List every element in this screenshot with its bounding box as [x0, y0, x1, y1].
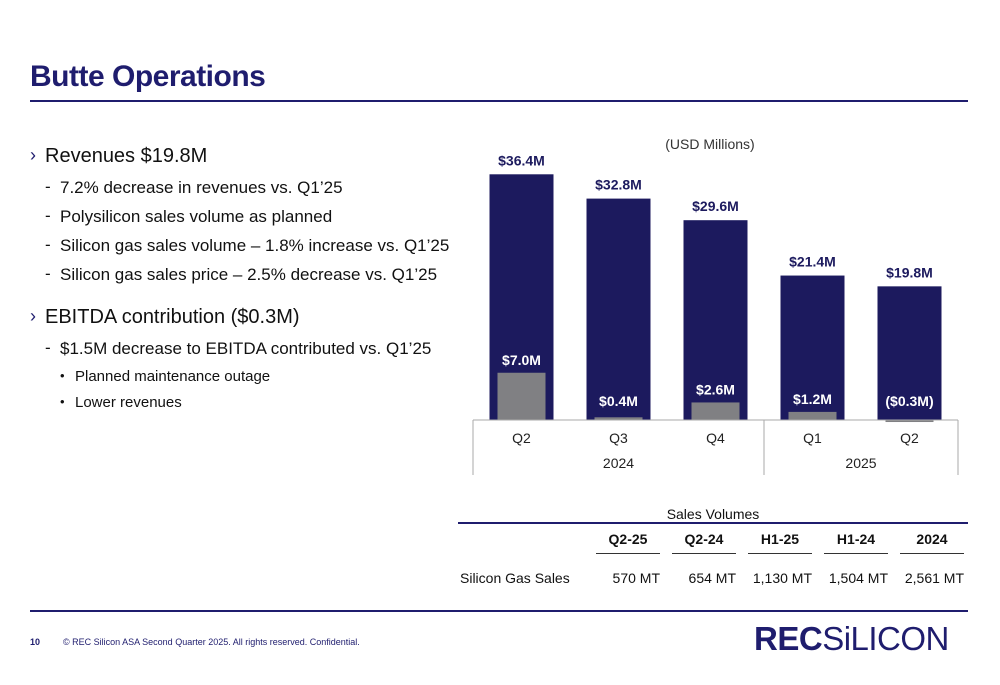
x-tick-label: Q4 — [706, 430, 725, 446]
x-tick-label: Q2 — [900, 430, 919, 446]
dot-icon: • — [60, 368, 65, 383]
sub-bullet: - Silicon gas sales price – 2.5% decrease… — [30, 265, 460, 285]
ebitda-data-label: $7.0M — [502, 352, 541, 368]
rec-silicon-logo: RECSiLICON — [754, 620, 949, 658]
sub-bullet: - Polysilicon sales volume as planned — [30, 207, 460, 227]
table-cell: 570 MT — [588, 561, 664, 586]
revenue-ebitda-chart: (USD Millions) $36.4M $7.0M Q2 $32.8M $0.4M Q3… — [458, 130, 968, 475]
revenue-data-label: $36.4M — [498, 152, 545, 168]
sub-bullet-text: 7.2% decrease in revenues vs. Q1’25 — [60, 178, 343, 197]
ebitda-data-label: $0.4M — [599, 393, 638, 409]
sub-bullet: -7.2% decrease in revenues vs. Q1’25 — [30, 178, 460, 198]
copyright-text: © REC Silicon ASA Second Quarter 2025. A… — [63, 637, 360, 647]
sub-sub-bullet: • Planned maintenance outage — [30, 368, 460, 385]
table-header-cell: 2024 — [892, 523, 968, 561]
table-header-row: Q2-25 Q2-24 H1-25 H1-24 2024 — [458, 523, 968, 561]
sub-sub-bullet: • Lower revenues — [30, 394, 460, 411]
dash-icon: - — [45, 264, 51, 284]
ebitda-bar — [789, 412, 837, 420]
table-cell: 1,504 MT — [816, 561, 892, 586]
table-header-cell: Q2-24 — [664, 523, 740, 561]
sub-sub-bullet-text: Lower revenues — [75, 394, 182, 411]
bullet-heading: EBITDA contribution ($0.3M) — [45, 306, 300, 328]
ebitda-bar — [692, 402, 740, 420]
sub-bullet: - Silicon gas sales volume – 1.8% increas… — [30, 236, 460, 256]
footer-divider — [30, 610, 968, 612]
dash-icon: - — [45, 235, 51, 255]
sub-bullet-text: Silicon gas sales volume – 1.8% increase… — [60, 236, 449, 255]
x-group-label: 2024 — [603, 455, 634, 471]
bullet-heading: Revenues $19.8M — [45, 145, 207, 167]
revenue-bar — [587, 199, 651, 420]
dash-icon: - — [45, 177, 51, 197]
table-cell: 2,561 MT — [892, 561, 968, 586]
ebitda-data-label: $2.6M — [696, 381, 735, 397]
revenue-data-label: $32.8M — [595, 177, 642, 193]
table-header-cell: Q2-25 — [588, 523, 664, 561]
revenue-data-label: $21.4M — [789, 254, 836, 270]
dash-icon: - — [45, 206, 51, 226]
bullet-list: › Revenues $19.8M -7.2% decrease in reve… — [30, 145, 460, 420]
sub-bullet-text: Silicon gas sales price – 2.5% decrease … — [60, 265, 437, 284]
title-divider — [30, 100, 968, 102]
x-group-label: 2025 — [845, 455, 876, 471]
ebitda-bar — [498, 373, 546, 420]
page-title: Butte Operations — [30, 60, 265, 94]
revenue-data-label: $29.6M — [692, 198, 739, 214]
table-header-cell: H1-24 — [816, 523, 892, 561]
revenue-data-label: $19.8M — [886, 264, 933, 280]
table-cell: 1,130 MT — [740, 561, 816, 586]
sub-bullet-text: Polysilicon sales volume as planned — [60, 207, 332, 226]
sub-bullet-text: $1.5M decrease to EBITDA contributed vs.… — [60, 339, 431, 358]
sub-bullet: - $1.5M decrease to EBITDA contributed vs… — [30, 339, 460, 359]
chevron-right-icon: › — [30, 145, 36, 166]
sub-sub-bullet-text: Planned maintenance outage — [75, 368, 270, 385]
x-tick-label: Q3 — [609, 430, 628, 446]
bullet-ebitda: › EBITDA contribution ($0.3M) — [30, 306, 460, 329]
table-header-spacer — [458, 523, 588, 561]
x-tick-label: Q2 — [512, 430, 531, 446]
x-tick-label: Q1 — [803, 430, 822, 446]
page-number: 10 — [30, 637, 40, 647]
dot-icon: • — [60, 394, 65, 409]
dash-icon: - — [45, 338, 51, 358]
sales-volumes-table: Q2-25 Q2-24 H1-25 H1-24 2024 Silicon Gas… — [458, 522, 968, 586]
chart-unit-label: (USD Millions) — [665, 136, 754, 152]
sales-volumes-title: Sales Volumes — [458, 506, 968, 522]
table-header-cell: H1-25 — [740, 523, 816, 561]
ebitda-data-label: ($0.3M) — [885, 393, 933, 409]
chevron-right-icon: › — [30, 306, 36, 327]
table-cell: 654 MT — [664, 561, 740, 586]
ebitda-data-label: $1.2M — [793, 391, 832, 407]
row-label: Silicon Gas Sales — [458, 561, 588, 586]
table-row: Silicon Gas Sales 570 MT 654 MT 1,130 MT… — [458, 561, 968, 586]
bullet-revenues: › Revenues $19.8M — [30, 145, 460, 168]
